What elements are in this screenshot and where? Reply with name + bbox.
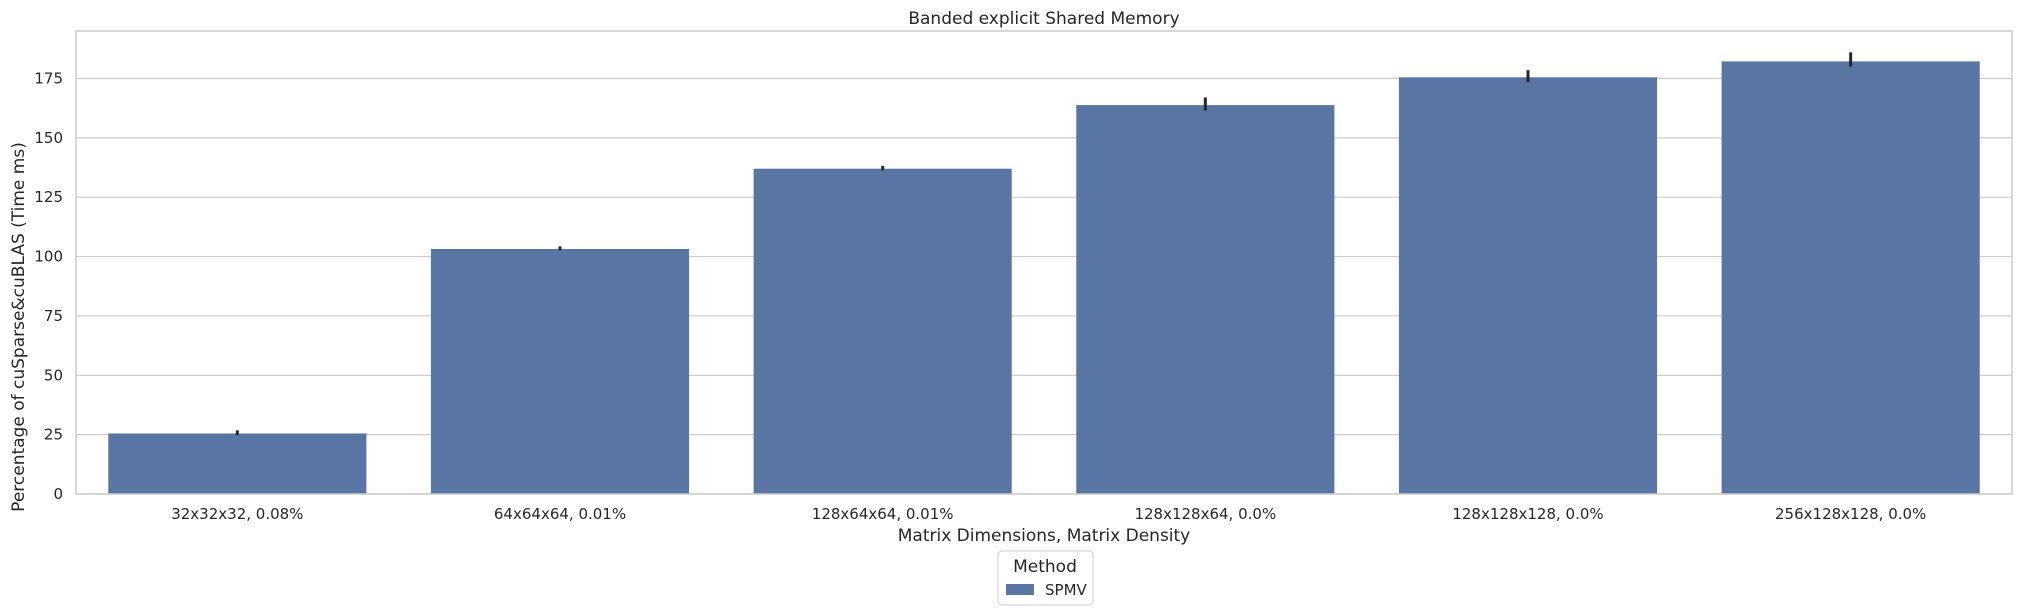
chart-title: Banded explicit Shared Memory <box>908 9 1179 29</box>
x-tick-labels: 32x32x32, 0.08% 64x64x64, 0.01% 128x64x64,… <box>171 505 1926 523</box>
x-tick-label: 128x64x64, 0.01% <box>812 505 954 523</box>
y-tick-label: 25 <box>44 426 63 444</box>
x-tick-label: 256x128x128, 0.0% <box>1775 505 1926 523</box>
error-bars <box>235 52 1853 436</box>
legend: Method SPMV <box>997 550 1094 606</box>
y-tick-label: 100 <box>34 248 63 266</box>
x-tick-label: 32x32x32, 0.08% <box>171 505 303 523</box>
bars <box>108 61 1980 495</box>
bar <box>1076 105 1335 494</box>
bar <box>1721 61 1980 495</box>
y-tick-label: 125 <box>34 188 63 206</box>
y-tick-label: 150 <box>34 129 63 147</box>
x-axis-title: Matrix Dimensions, Matrix Density <box>898 526 1191 546</box>
y-tick-label: 50 <box>44 366 63 384</box>
y-axis-title: Percentage of cuSparse&cuBLAS (Time ms) <box>9 142 29 512</box>
y-tick-label: 0 <box>53 485 63 503</box>
y-tick-labels: 0 25 50 75 100 125 150 175 <box>34 69 63 503</box>
axes-frame <box>75 30 2013 495</box>
y-tick-label: 75 <box>44 307 63 325</box>
legend-label-spmv: SPMV <box>1045 581 1088 599</box>
x-tick-label: 128x128x128, 0.0% <box>1452 505 1603 523</box>
legend-swatch <box>1006 584 1034 595</box>
bar <box>753 168 1012 494</box>
bar <box>108 433 367 494</box>
x-tick-label: 128x128x64, 0.0% <box>1134 505 1276 523</box>
legend-title: Method <box>1013 557 1077 577</box>
bar <box>430 248 690 494</box>
y-tick-label: 175 <box>34 69 63 87</box>
bar <box>1398 77 1658 495</box>
x-tick-label: 64x64x64, 0.01% <box>494 505 626 523</box>
